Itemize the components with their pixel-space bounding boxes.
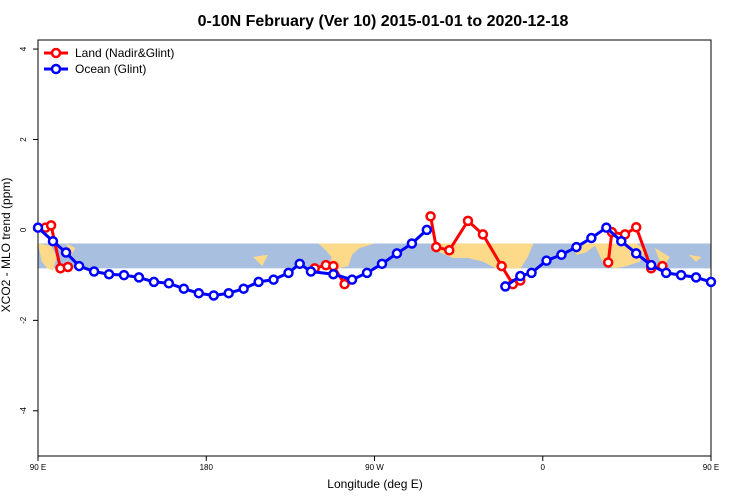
data-point (223, 287, 234, 299)
y-tick-label: 4 (19, 46, 28, 51)
y-tick-label: 2 (19, 137, 28, 142)
data-point (73, 260, 85, 272)
land-blob (66, 243, 76, 255)
data-point (500, 281, 511, 292)
data-point (346, 274, 358, 285)
legend-marker-ocean (50, 63, 62, 75)
data-point (616, 235, 627, 247)
data-point (283, 267, 294, 279)
data-point (193, 287, 205, 299)
data-point (208, 290, 219, 301)
series-layer (32, 211, 717, 301)
data-point (444, 245, 455, 256)
y-tick-label: 0 (19, 227, 28, 232)
data-point (675, 269, 687, 281)
data-point (361, 267, 373, 279)
land-blob (436, 243, 534, 269)
data-point (602, 257, 614, 268)
land-blob (38, 243, 57, 271)
data-point (425, 211, 436, 222)
data-point (376, 258, 388, 270)
land-blob (654, 248, 670, 269)
data-point (47, 235, 59, 247)
data-point (253, 276, 264, 288)
land-blob (688, 254, 702, 262)
data-point (430, 241, 442, 253)
data-point (660, 267, 672, 279)
x-tick-label: 180 (200, 463, 214, 472)
data-point (690, 272, 702, 283)
data-point (421, 224, 433, 236)
data-point (601, 222, 612, 233)
legend-label-ocean: Ocean (Glint) (75, 62, 146, 76)
series-1 (32, 222, 717, 301)
chart-title: 0-10N February (Ver 10) 2015-01-01 to 20… (198, 13, 569, 30)
data-point (238, 283, 249, 294)
data-point (705, 276, 717, 288)
data-point (496, 260, 507, 272)
x-tick-label: 90 W (365, 463, 384, 472)
data-point (556, 249, 567, 261)
data-point (406, 238, 418, 249)
data-point (339, 278, 350, 290)
legend-marker-land (50, 47, 62, 59)
data-point (630, 221, 642, 233)
x-tick-label: 90 E (703, 463, 719, 472)
data-point (178, 283, 190, 294)
legend-label-land: Land (Nadir&Glint) (75, 46, 174, 60)
data-point (133, 272, 145, 283)
x-tick-label: 90 E (30, 463, 46, 472)
data-point (305, 266, 317, 277)
data-point (268, 274, 279, 285)
y-tick-label: -2 (19, 316, 28, 324)
data-point (462, 215, 474, 227)
data-point (391, 248, 403, 259)
data-point (328, 260, 339, 272)
data-point (148, 276, 160, 288)
x-tick-label: 0 (541, 463, 546, 472)
data-point (630, 248, 642, 259)
data-point (60, 247, 72, 258)
data-point (45, 220, 57, 231)
y-tick-label: -4 (19, 407, 28, 415)
data-point (32, 222, 44, 233)
y-axis-label: XCO2 - MLO trend (ppm) (0, 178, 13, 313)
legend: Land (Nadir&Glint) Ocean (Glint) (44, 46, 174, 76)
data-point (586, 232, 597, 244)
data-point (526, 267, 537, 279)
data-point (103, 268, 115, 280)
data-point (118, 269, 130, 281)
data-point (62, 261, 74, 273)
data-point (571, 241, 582, 253)
land-blob (252, 254, 268, 267)
data-point (515, 270, 526, 282)
x-axis: 90 E 180 90 W 0 90 E (30, 456, 719, 472)
data-point (88, 266, 100, 277)
data-point (541, 255, 552, 266)
data-point (294, 258, 305, 270)
data-point (477, 229, 489, 240)
data-point (163, 278, 175, 289)
data-point (645, 259, 657, 271)
x-axis-label: Longitude (deg E) (327, 477, 422, 491)
data-point (328, 268, 339, 280)
